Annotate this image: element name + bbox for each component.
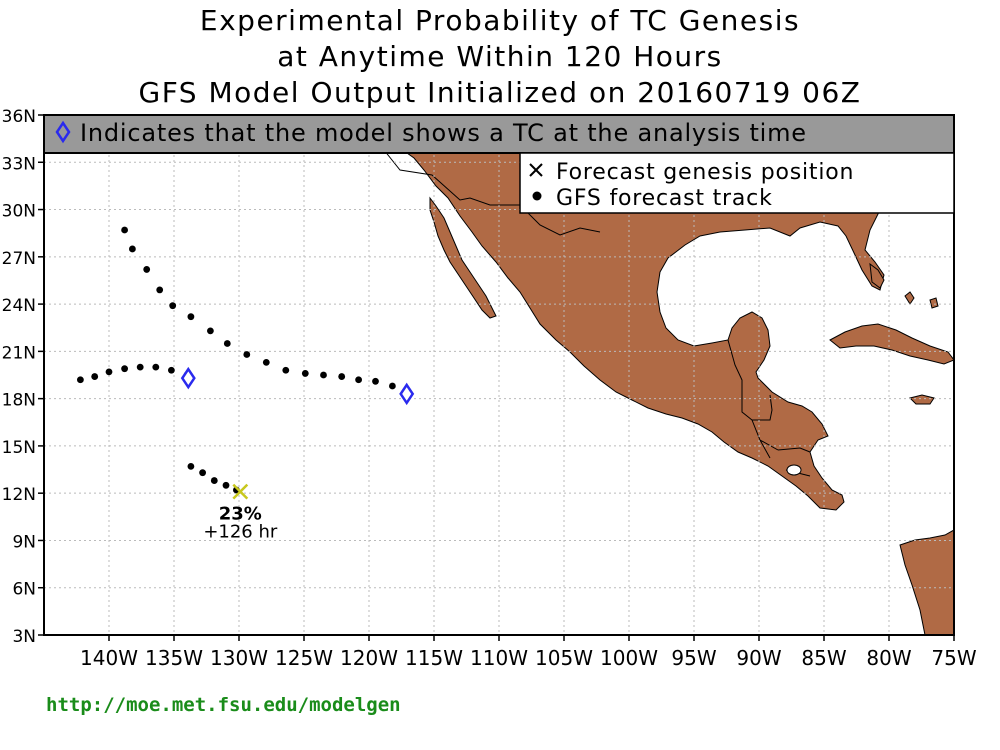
x-tick-label: 80W xyxy=(866,646,911,670)
track-point xyxy=(243,351,251,358)
x-tick-label: 120W xyxy=(340,646,398,670)
track-point xyxy=(222,481,230,489)
track-point xyxy=(338,373,346,380)
cuba-land xyxy=(829,323,954,365)
track-point xyxy=(187,462,195,470)
x-tick-label: 110W xyxy=(470,646,528,670)
y-tick-label: 21N xyxy=(2,343,36,363)
forecast-tracks: 23%+126 hr xyxy=(77,226,415,543)
florida-land xyxy=(869,262,885,289)
track-point xyxy=(136,363,144,371)
track-point xyxy=(152,363,160,371)
title-line-3: GFS Model Output Initialized on 20160719… xyxy=(138,76,862,109)
track-point xyxy=(121,365,128,373)
y-tick-label: 3N xyxy=(12,627,36,647)
legend-box xyxy=(519,152,955,214)
track-point xyxy=(282,366,290,374)
analysis-banner: Indicates that the model shows a TC at t… xyxy=(43,114,955,154)
y-tick-label: 9N xyxy=(12,532,36,552)
banner-text: Indicates that the model shows a TC at t… xyxy=(80,119,807,147)
y-tick-label: 30N xyxy=(2,202,36,222)
lake-nicaragua xyxy=(786,464,802,476)
track-point xyxy=(355,376,362,384)
genesis-probability: 23% xyxy=(219,504,262,525)
genesis-cross-icon xyxy=(232,483,249,500)
track-point xyxy=(372,377,379,385)
y-tick-label: 33N xyxy=(2,154,36,174)
track-point xyxy=(105,368,113,376)
y-tick-label: 15N xyxy=(2,438,36,458)
baja-california-land xyxy=(429,196,497,319)
track-point xyxy=(77,376,84,384)
x-tick-label: 105W xyxy=(535,646,593,670)
track-point xyxy=(121,226,128,234)
country-borders xyxy=(383,149,811,477)
title-line-1: Experimental Probability of TC Genesis xyxy=(199,4,801,37)
track-point xyxy=(262,358,270,366)
legend: Forecast genesis position GFS forecast t… xyxy=(519,152,955,214)
x-tick-label: 140W xyxy=(80,646,138,670)
track-point xyxy=(301,370,309,377)
x-tick-label: 95W xyxy=(671,646,716,670)
track-point xyxy=(129,245,136,253)
track-point xyxy=(187,313,195,321)
legend-cross-icon xyxy=(529,163,543,177)
bahamas-land xyxy=(904,291,939,309)
track-point xyxy=(156,286,164,294)
x-tick-label: 85W xyxy=(801,646,846,670)
analysis-diamond-icon xyxy=(180,366,196,390)
x-tick-label: 75W xyxy=(931,646,976,670)
analysis-diamond-icon xyxy=(399,382,415,406)
track-point xyxy=(143,266,151,273)
legend-track-label: GFS forecast track xyxy=(556,186,773,211)
x-tick-label: 135W xyxy=(145,646,203,670)
y-tick-label: 6N xyxy=(12,580,36,600)
track-point xyxy=(210,477,218,484)
x-tick-label: 90W xyxy=(736,646,781,670)
track-point xyxy=(320,371,327,379)
legend-genesis-label: Forecast genesis position xyxy=(556,160,854,185)
track-point xyxy=(223,340,231,347)
title-line-2: at Anytime Within 120 Hours xyxy=(277,40,723,73)
south-america-land xyxy=(899,529,954,635)
footer-url[interactable]: http://moe.met.fsu.edu/modelgen xyxy=(46,694,401,716)
track-point xyxy=(169,302,177,310)
track-point xyxy=(389,382,396,390)
track-point xyxy=(168,366,175,374)
track-point xyxy=(199,469,207,477)
x-tick-label: 100W xyxy=(600,646,658,670)
genesis-lead-time: +126 hr xyxy=(203,522,278,543)
y-tick-label: 18N xyxy=(2,391,36,411)
y-tick-label: 27N xyxy=(2,249,36,269)
x-tick-label: 115W xyxy=(405,646,463,670)
y-tick-label: 36N xyxy=(2,107,36,127)
track-point xyxy=(207,327,214,335)
banner-diamond-icon xyxy=(55,120,71,144)
x-tick-label: 130W xyxy=(210,646,268,670)
track-point xyxy=(91,373,99,380)
legend-dot-icon xyxy=(532,191,542,201)
y-tick-label: 12N xyxy=(2,485,36,505)
axes: 140W 135W 130W 125W 120W 115W 110W 105W 100W 95W 9… xyxy=(2,107,977,670)
jamaica-land xyxy=(909,394,935,405)
x-tick-label: 125W xyxy=(275,646,333,670)
banner-background xyxy=(43,114,955,154)
y-tick-label: 24N xyxy=(2,296,36,316)
